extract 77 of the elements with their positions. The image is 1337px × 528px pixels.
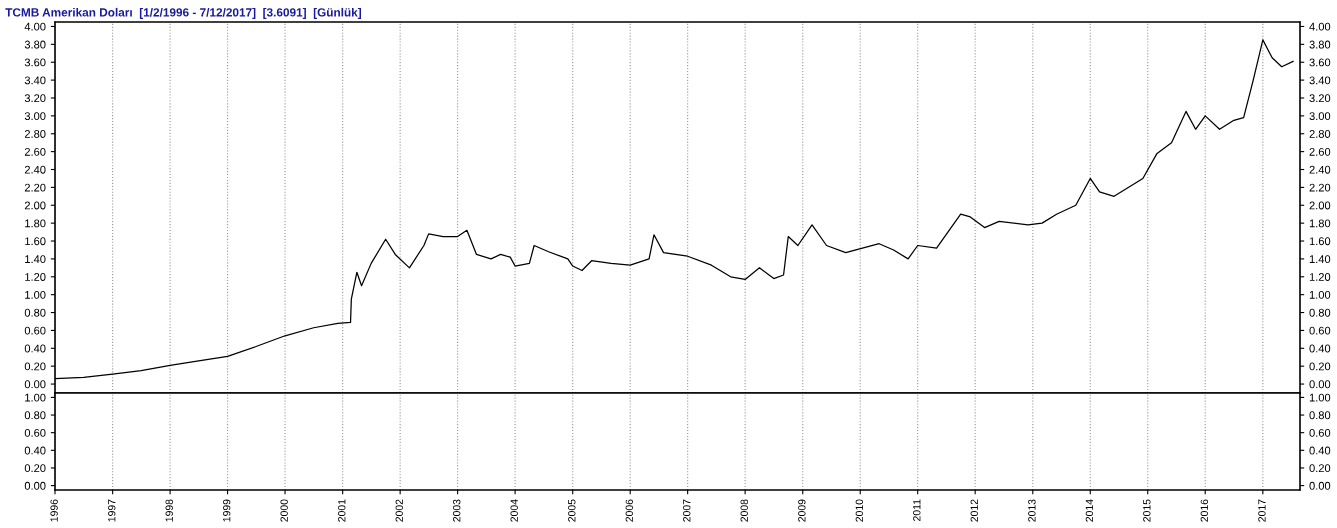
x-tick-label: 2007: [683, 499, 691, 522]
x-tick-label: 2014: [1085, 499, 1094, 522]
x-tick-label: 2003: [453, 499, 461, 522]
y-tick-label: 0.40: [24, 344, 46, 353]
y-tick-label: 2.40: [24, 165, 46, 174]
y-tick-label: 2.80: [24, 130, 46, 138]
y2-tick-label: 2.40: [1309, 165, 1331, 174]
x-tick-label: 2013: [1028, 499, 1036, 522]
y2-tick-label: 1.40: [1309, 255, 1331, 264]
y2-tick-label: 0.80: [1309, 411, 1331, 420]
x-tick-label: 2015: [1143, 499, 1151, 522]
y-tick-label: 0.00: [24, 481, 46, 490]
y-tick-label: 0.60: [24, 428, 46, 437]
x-tick-label: 2002: [395, 499, 403, 522]
y2-tick-label: 3.80: [1309, 40, 1331, 49]
x-tick-label: 2010: [855, 499, 864, 522]
x-tick-label: 1996: [50, 499, 58, 522]
x-tick-label: 2016: [1200, 499, 1209, 522]
y2-tick-label: 3.60: [1309, 58, 1331, 67]
y2-tick-label: 2.20: [1309, 183, 1331, 192]
y2-tick-label: 0.20: [1309, 362, 1331, 371]
y-tick-label: 1.80: [25, 219, 46, 228]
y-tick-label: 2.00: [24, 201, 46, 210]
y2-tick-label: 0.20: [1309, 464, 1331, 473]
x-tick-label: 2001: [338, 499, 346, 522]
y2-tick-label: 0.00: [1309, 481, 1331, 490]
y2-tick-label: 3.40: [1309, 76, 1331, 85]
y-tick-label: 3.20: [24, 94, 46, 103]
y-tick-label: 1.40: [25, 255, 46, 264]
y2-tick-label: 0.00: [1309, 380, 1331, 389]
x-tick-label: 2006: [625, 499, 633, 522]
y-tick-label: 0.20: [24, 362, 46, 371]
x-tick-label: 2011: [913, 499, 921, 521]
y-tick-label: 2.20: [24, 183, 46, 192]
x-tick-label: 1997: [108, 499, 116, 522]
y2-tick-label: 1.60: [1309, 237, 1331, 246]
y-tick-label: 0.80: [24, 411, 46, 420]
x-tick-label: 2017: [1258, 499, 1266, 522]
y2-tick-label: 0.60: [1309, 428, 1331, 437]
y-tick-label: 1.00: [25, 393, 46, 402]
y2-tick-label: 0.40: [1309, 344, 1331, 353]
y2-tick-label: 1.20: [1309, 273, 1331, 281]
y-tick-label: 1.00: [25, 290, 46, 299]
y2-tick-label: 0.60: [1309, 326, 1331, 335]
y-tick-label: 1.20: [25, 273, 46, 281]
x-tick-label: 1999: [222, 499, 231, 522]
y-tick-label: 0.60: [24, 326, 46, 335]
y-tick-label: 3.60: [24, 58, 46, 67]
y2-tick-label: 1.80: [1309, 219, 1331, 228]
y-tick-label: 0.80: [24, 308, 46, 317]
y-tick-label: 4.00: [24, 22, 46, 31]
x-tick-label: 1998: [165, 499, 173, 522]
y-tick-label: 0.40: [24, 446, 46, 455]
y2-tick-label: 2.60: [1309, 147, 1331, 156]
x-tick-label: 2005: [568, 499, 576, 522]
x-tick-label: 2009: [798, 499, 806, 522]
y-tick-label: 3.80: [24, 40, 46, 49]
x-tick-label: 2008: [740, 499, 748, 522]
x-tick-label: 2000: [280, 499, 288, 522]
y-tick-label: 0.00: [24, 380, 46, 389]
x-tick-label: 2012: [970, 499, 978, 522]
y2-tick-label: 3.20: [1309, 94, 1331, 103]
y2-tick-label: 1.00: [1309, 290, 1331, 299]
y2-tick-label: 4.00: [1309, 22, 1331, 31]
x-tick-label: 2004: [510, 499, 518, 522]
y-tick-label: 1.60: [25, 237, 46, 246]
y-tick-label: 3.00: [24, 112, 46, 120]
y2-tick-label: 0.40: [1309, 446, 1331, 455]
y-tick-label: 3.40: [24, 76, 46, 85]
y2-tick-label: 2.80: [1309, 130, 1331, 138]
y2-tick-label: 2.00: [1309, 201, 1331, 210]
y2-tick-label: 3.00: [1309, 112, 1331, 120]
y2-tick-label: 0.80: [1309, 308, 1331, 317]
y-tick-label: 2.60: [24, 147, 46, 156]
chart-title: TCMB Amerikan Doları [1/2/1996 - 7/12/2017] [3.6091] [Günlük]: [5, 7, 362, 19]
y-tick-label: 0.20: [24, 464, 46, 473]
y2-tick-label: 1.00: [1309, 393, 1331, 402]
